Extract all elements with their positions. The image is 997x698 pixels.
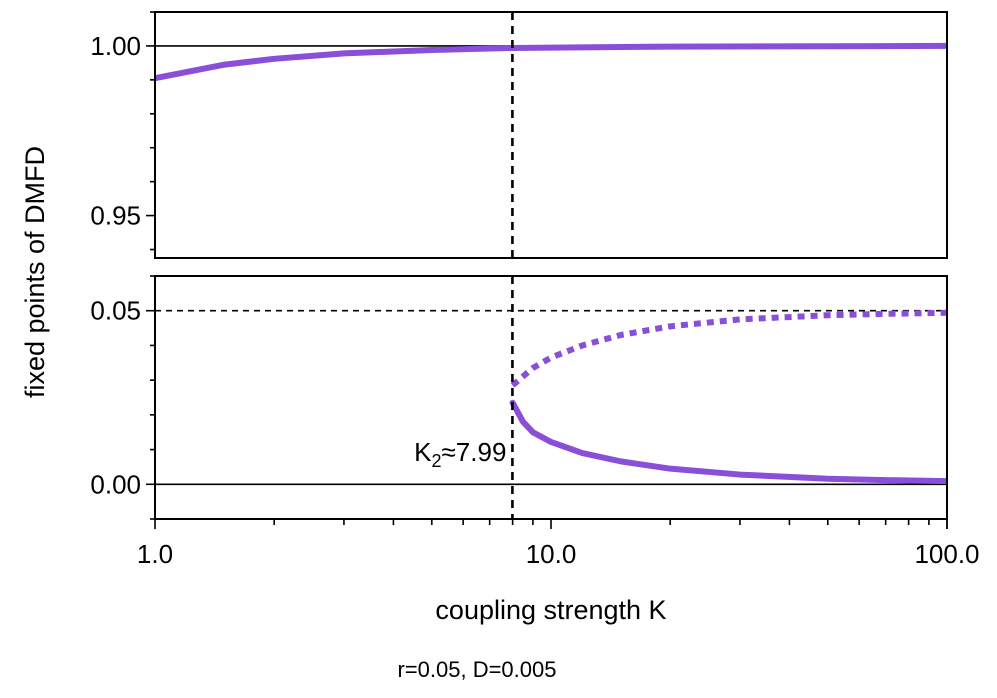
annotation-base: K: [414, 437, 432, 467]
parameter-caption: r=0.05, D=0.005: [397, 657, 556, 682]
critical-k-annotation: K2≈7.99: [414, 437, 506, 471]
upper-y-tick-label: 0.95: [90, 201, 141, 231]
upper-y-tick-label: 1.00: [90, 31, 141, 61]
lower-series-stable-lower-branch: [509, 399, 947, 485]
lower-y-tick-label: 0.00: [90, 469, 141, 499]
lower-series-unstable-branch: [510, 309, 947, 388]
upper-series-stable-upper-branch: [155, 42, 947, 82]
upper-panel: 1.00 0.95: [90, 11, 948, 259]
upper-frame: [154, 11, 948, 259]
x-axis: 1.0 10.0 100.0: [137, 519, 980, 569]
lower-y-tick-label: 0.05: [90, 296, 141, 326]
x-axis-label: coupling strength K: [435, 595, 666, 625]
x-tick-label: 10.0: [526, 539, 577, 569]
y-axis-label: fixed points of DMFD: [20, 146, 50, 398]
critical-k-line: K2≈7.99: [414, 12, 514, 519]
x-tick-label: 1.0: [137, 539, 173, 569]
x-tick-label: 100.0: [914, 539, 979, 569]
annotation-subscript: 2: [432, 451, 442, 471]
annotation-value: ≈7.99: [442, 437, 507, 467]
lower-panel: 0.05 0.00: [90, 275, 948, 520]
